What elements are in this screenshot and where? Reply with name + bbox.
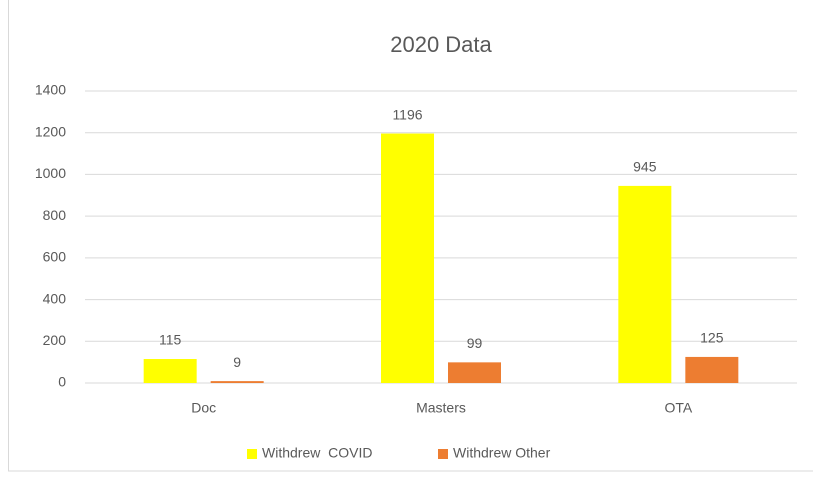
y-tick-label: 0	[58, 374, 66, 390]
legend-marker	[438, 449, 448, 459]
bar	[210, 381, 264, 383]
x-tick-label: Masters	[416, 400, 466, 416]
x-tick-label: Doc	[191, 400, 216, 416]
bar	[143, 359, 197, 383]
legend-marker	[247, 449, 257, 459]
y-tick-label: 1400	[35, 82, 66, 98]
data-label: 115	[159, 332, 182, 348]
y-tick-label: 800	[43, 207, 67, 223]
data-label: 99	[467, 335, 483, 351]
x-tick-label: OTA	[664, 400, 692, 416]
bar	[448, 362, 501, 383]
y-tick-label: 600	[43, 249, 67, 265]
data-label: 9	[233, 354, 241, 370]
bar	[685, 356, 739, 383]
legend-label: Withdrew Other	[453, 445, 551, 461]
chart-title: 2020 Data	[390, 32, 492, 57]
bar	[618, 185, 672, 383]
y-tick-label: 200	[43, 332, 67, 348]
bar	[381, 133, 434, 383]
y-tick-label: 1000	[35, 165, 66, 181]
data-label: 945	[633, 159, 657, 175]
y-tick-label: 400	[43, 290, 67, 306]
data-label: 1196	[392, 106, 422, 122]
y-tick-label: 1200	[35, 123, 66, 139]
data-label: 125	[700, 330, 724, 346]
legend-label: Withdrew COVID	[262, 445, 372, 461]
